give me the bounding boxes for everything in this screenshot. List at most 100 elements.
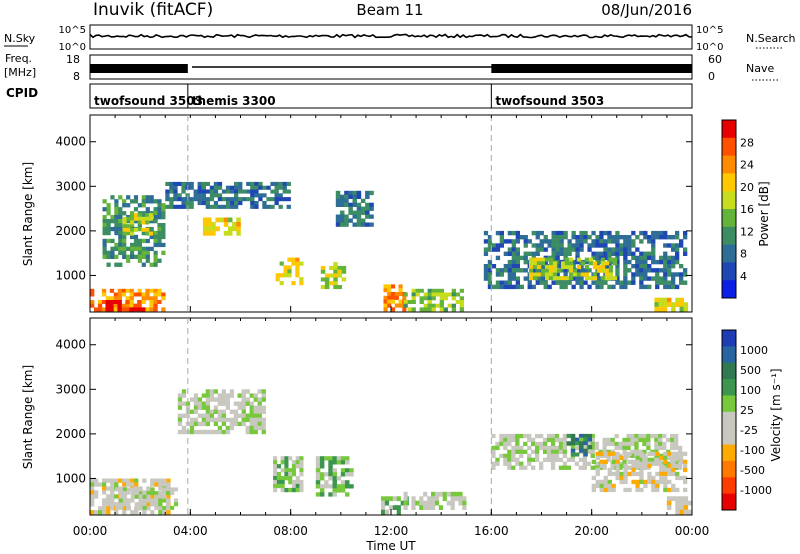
data-cell [527,284,532,290]
data-cell [431,500,436,506]
data-cell [114,199,119,204]
data-cell [458,496,463,502]
data-cell [543,457,548,462]
data-cell [274,193,279,198]
data-cell [213,189,219,194]
data-cell [651,251,656,256]
data-cell [499,230,504,236]
data-cell [348,194,353,199]
data-cell [133,246,139,251]
data-cell [643,455,648,460]
data-cell [655,280,660,285]
data-cell [611,451,616,456]
data-cell [662,465,667,470]
data-cell [576,257,582,262]
data-cell [157,292,162,297]
data-cell [531,465,536,470]
data-cell [659,455,664,460]
data-cell [253,429,258,435]
data-cell [671,496,676,502]
data-cell [400,500,405,506]
data-cell [328,468,333,473]
data-cell [141,254,146,259]
data-cell [130,234,135,240]
data-cell [130,242,135,248]
data-cell [287,273,292,278]
data-cell [146,494,151,499]
data-cell [550,441,556,447]
data-cell [555,280,560,285]
data-cell [618,445,623,451]
data-cell [295,261,300,266]
data-cell [117,307,122,312]
data-cell [150,494,155,499]
data-cell [562,453,568,458]
data-cell [233,409,238,414]
data-cell [667,455,672,460]
colorbar-tick-label: 16 [740,203,754,216]
data-cell [683,496,689,502]
data-cell [295,479,300,485]
data-cell [340,480,346,485]
data-cell [101,307,107,312]
data-cell [141,220,146,225]
data-cell [335,202,341,207]
data-cell [201,393,206,398]
data-cell [503,251,508,256]
data-cell [671,247,676,252]
data-cell [345,484,350,489]
data-cell [431,491,436,497]
x-axis: 00:00 04:00 08:00 12:00 16:00 20:00 00:00 [73,115,709,538]
data-cell [197,197,202,202]
data-cell [137,242,142,248]
data-cell [654,433,659,439]
data-cell [177,393,183,398]
data-cell [487,264,493,269]
data-cell [592,261,598,266]
data-cell [543,235,548,240]
data-cell [261,417,266,423]
data-cell [201,185,206,190]
colorbar-tick-label: 4 [740,270,747,283]
data-cell [631,459,636,464]
data-cell [94,307,99,312]
data-cell [638,437,643,443]
data-cell [193,197,198,202]
colorbar-swatch [722,280,736,299]
data-cell [611,284,616,290]
data-cell [201,181,206,186]
data-cell [257,413,262,418]
data-cell [623,463,628,468]
data-cell [658,302,664,307]
data-cell [487,243,493,248]
data-cell [679,272,684,277]
data-cell [328,456,333,461]
data-cell [333,281,338,286]
nsky-tick-bottom: 10^0 [59,42,86,53]
data-cell [253,393,258,398]
data-cell [587,268,592,273]
data-cell [451,307,456,312]
data-cell [583,268,588,273]
data-cell [157,211,162,216]
data-cell [291,281,296,286]
data-cell [446,500,451,506]
data-cell [299,261,304,266]
data-cell [284,456,289,461]
data-cell [246,197,251,202]
data-cell [275,273,280,278]
data-cell [539,239,544,244]
data-cell [133,292,138,297]
data-cell [511,465,516,470]
data-cell [643,276,648,281]
data-cell [126,258,131,263]
data-cell [576,272,582,277]
data-cell [666,437,671,443]
data-cell [125,288,130,293]
data-cell [552,268,558,273]
data-cell [145,220,150,225]
data-cell [539,247,544,252]
data-cell [181,413,187,418]
colorbar-tick-label: 24 [740,159,754,172]
data-cell [106,486,111,491]
